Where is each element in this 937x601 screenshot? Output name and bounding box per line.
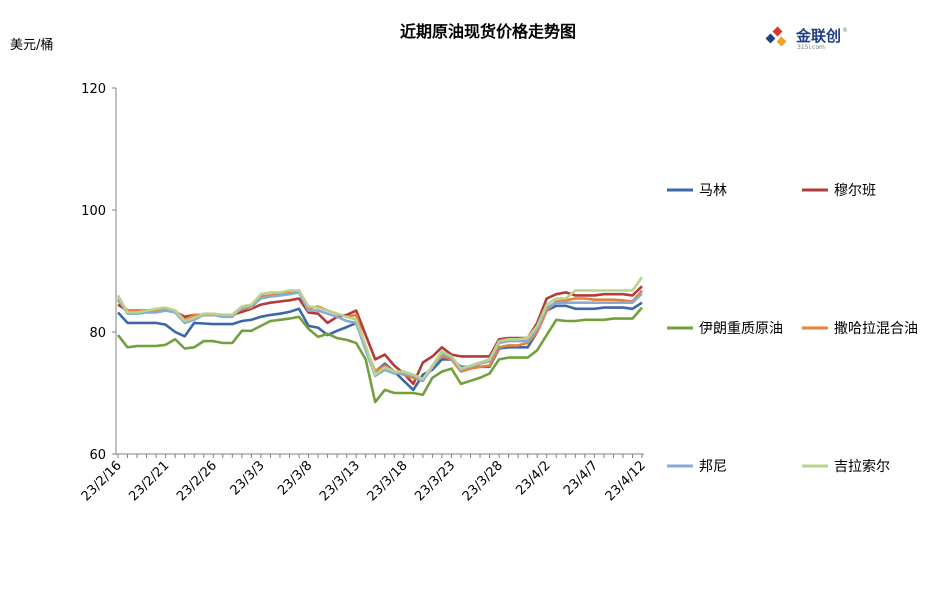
x-tick-label: 23/4/7 [561,458,601,498]
series-line-3 [117,289,643,383]
y-tick-label: 60 [89,448,106,463]
x-tick-label: 23/3/18 [365,458,411,504]
logo-text: 金联创 [795,27,841,45]
series-lines [116,276,644,404]
legend-item-4: 邦尼 [667,459,727,475]
x-tick-label: 23/2/21 [126,458,172,504]
logo: 金联创 315i.com ® [765,26,848,51]
legend-item-0: 马林 [667,183,727,199]
legend-label: 穆尔班 [834,183,876,199]
legend-label: 吉拉索尔 [834,458,890,475]
y-tick-label: 100 [81,204,106,219]
legend-item-1: 穆尔班 [802,183,876,199]
x-tick-label: 23/3/23 [412,458,458,504]
logo-subtext: 315i.com [797,44,825,51]
x-tick-label: 23/2/16 [79,458,125,504]
x-tick-label: 23/2/26 [174,458,220,504]
logo-mark-icon [765,26,787,47]
y-tick-label: 120 [81,82,106,97]
x-tick-label: 23/3/8 [275,458,315,498]
logo-registered-mark: ® [842,27,848,34]
series-line-2 [116,306,643,404]
legend-label: 邦尼 [699,459,727,475]
chart-title: 近期原油现货价格走势图 [400,22,576,41]
x-tick-label: 23/3/28 [460,458,506,504]
x-tick-label: 23/4/12 [603,458,649,504]
x-tick-label: 23/3/13 [317,458,363,504]
series-line-5 [116,276,644,381]
legend-item-2: 伊朗重质原油 [667,321,783,337]
y-axis-unit: 美元/桶 [10,38,53,53]
legend-label: 马林 [699,183,727,199]
legend-label: 撒哈拉混合油 [834,321,918,337]
x-tick-label: 23/3/3 [228,458,268,498]
legend-label: 伊朗重质原油 [699,321,783,337]
legend-item-3: 撒哈拉混合油 [802,321,918,337]
y-tick-label: 80 [89,326,106,341]
x-tick-label: 23/4/2 [513,458,553,498]
legend-item-5: 吉拉索尔 [802,458,890,475]
